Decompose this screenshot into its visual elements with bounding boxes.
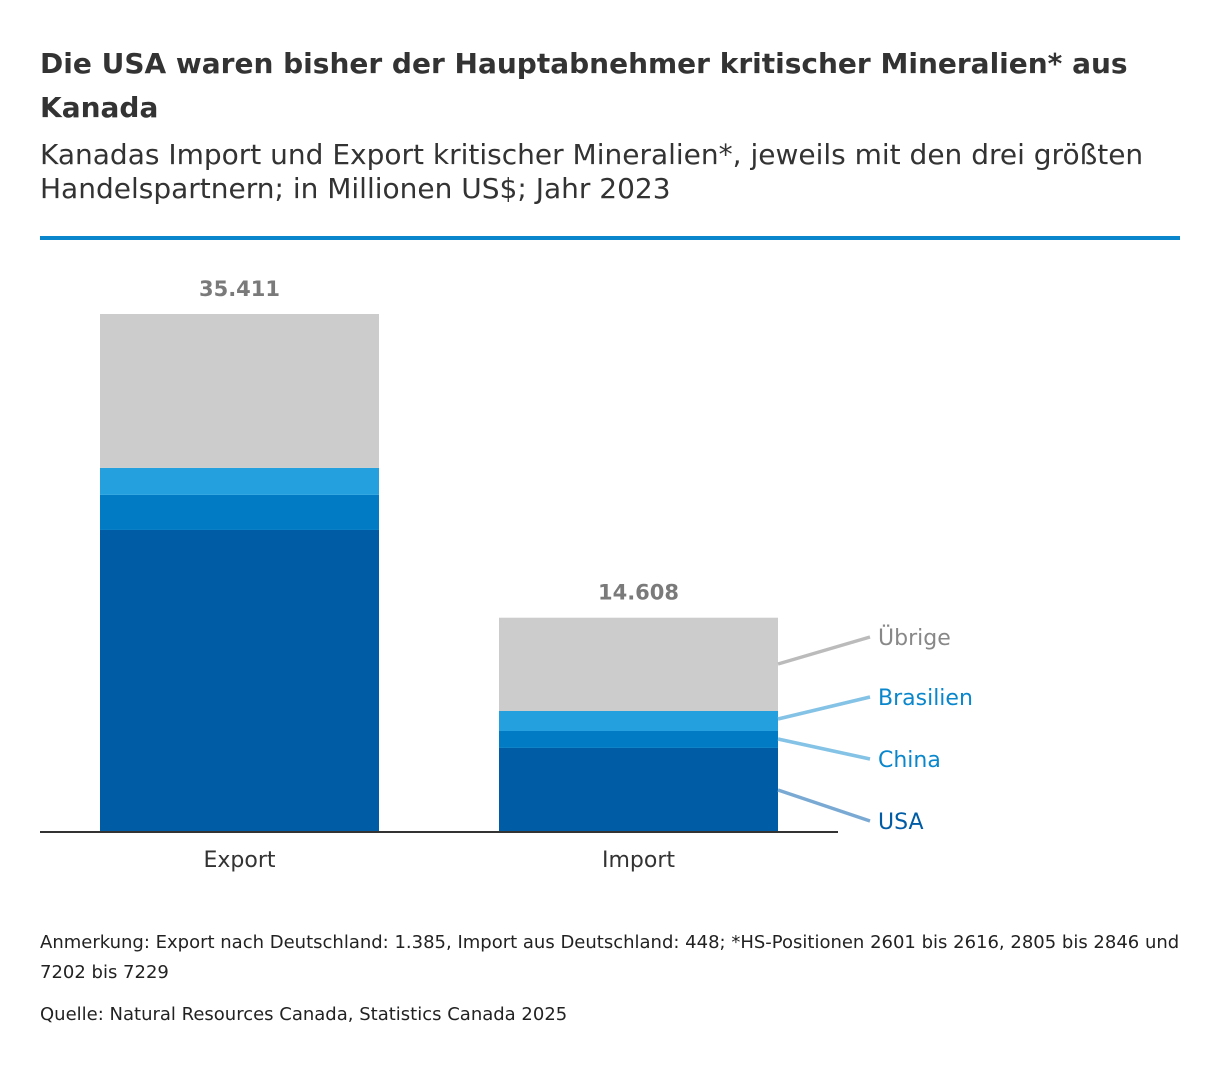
legend-label-übrige: Übrige: [878, 625, 951, 651]
bar-segment-import-übrige: [499, 617, 778, 711]
bar-segment-import-china: [499, 730, 778, 748]
bar-segment-export-übrige: [100, 314, 379, 468]
bar-segment-export-usa: [100, 529, 379, 831]
chart-subtitle: Kanadas Import und Export kritischer Min…: [40, 138, 1144, 205]
legend-label-brasilien: Brasilien: [878, 686, 973, 711]
total-label: 35.411: [199, 277, 280, 301]
bar-segment-export-brasilien: [100, 467, 379, 495]
category-label: Export: [203, 848, 275, 873]
legend-label-china: China: [878, 748, 941, 773]
title-divider: [40, 236, 1180, 240]
chart-source: Quelle: Natural Resources Canada, Statis…: [40, 1004, 568, 1025]
legend-connector: [777, 635, 871, 666]
legend-connector: [777, 788, 871, 823]
category-label: Import: [602, 848, 675, 873]
legend-connector: [777, 737, 871, 761]
legend-connector: [777, 695, 871, 721]
total-label: 14.608: [598, 581, 679, 605]
bar-segment-import-brasilien: [499, 710, 778, 731]
bar-segment-import-usa: [499, 747, 778, 831]
chart-title: Die USA waren bisher der Hauptabnehmer k…: [40, 47, 1128, 124]
bar-segment-export-china: [100, 494, 379, 530]
chart-note: Anmerkung: Export nach Deutschland: 1.38…: [40, 932, 1180, 983]
legend-label-usa: USA: [878, 810, 924, 835]
